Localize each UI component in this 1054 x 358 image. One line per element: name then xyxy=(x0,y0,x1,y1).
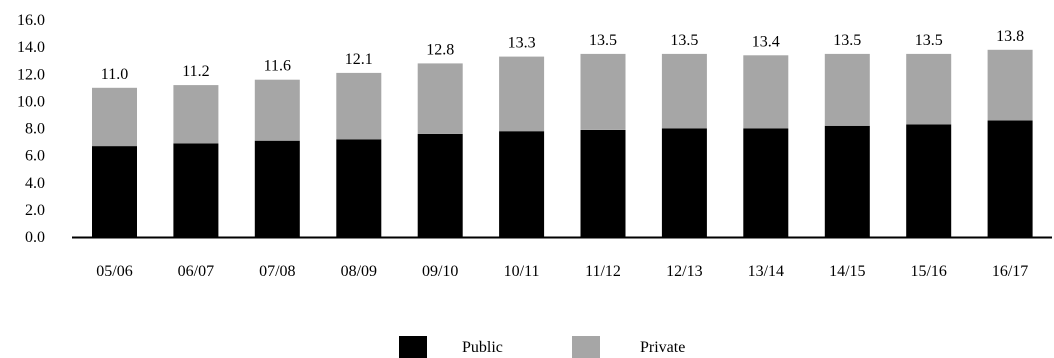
x-tick-label: 09/10 xyxy=(422,263,458,280)
bar-public-05-06 xyxy=(92,146,137,237)
x-tick-label: 12/13 xyxy=(666,263,702,280)
bar-public-10-11 xyxy=(499,131,545,237)
y-tick-label: 2.0 xyxy=(25,202,45,219)
y-tick-label: 16.0 xyxy=(17,12,45,29)
bar-private-14-15 xyxy=(824,53,870,126)
bar-private-11-12 xyxy=(580,53,626,130)
bar-private-09-10 xyxy=(417,63,463,134)
x-tick-label: 06/07 xyxy=(178,263,214,280)
y-axis: 0.0 2.0 4.0 6.0 8.0 10.0 12.0 14.0 16.0 xyxy=(17,12,45,246)
bar-total-label: 12.1 xyxy=(345,51,373,68)
bar-public-16-17 xyxy=(987,120,1033,237)
bar-private-10-11 xyxy=(499,56,545,132)
x-tick-label: 10/11 xyxy=(504,263,540,280)
bar-public-08-09 xyxy=(336,139,382,237)
x-tick-label: 16/17 xyxy=(992,263,1028,280)
y-tick-label: 10.0 xyxy=(17,93,45,110)
x-tick-label: 11/12 xyxy=(585,263,621,280)
x-tick-label: 13/14 xyxy=(748,263,784,280)
bar-private-13-14 xyxy=(743,55,789,129)
bar-private-12-13 xyxy=(661,53,707,129)
x-tick-label: 15/16 xyxy=(910,263,946,280)
bar-total-label: 13.5 xyxy=(915,32,943,49)
legend-label-public: Public xyxy=(462,339,503,356)
bar-total-label: 13.3 xyxy=(508,35,536,52)
bar-total-label: 13.5 xyxy=(833,32,861,49)
x-tick-label: 08/09 xyxy=(341,263,377,280)
bar-private-05-06 xyxy=(92,87,137,147)
bar-public-12-13 xyxy=(661,128,707,237)
bars xyxy=(92,49,1033,237)
bar-total-label: 13.4 xyxy=(752,33,780,50)
bar-public-14-15 xyxy=(824,125,870,237)
bar-total-label: 13.5 xyxy=(589,32,617,49)
bar-total-label: 13.5 xyxy=(670,32,698,49)
bar-public-06-07 xyxy=(173,143,219,237)
y-tick-label: 0.0 xyxy=(25,229,45,246)
bar-public-15-16 xyxy=(906,124,952,237)
bar-total-label: 11.6 xyxy=(264,58,291,75)
y-tick-label: 8.0 xyxy=(25,121,45,138)
bar-public-11-12 xyxy=(580,129,626,237)
x-axis: 05/06 06/07 07/08 08/09 09/10 10/11 11/12 12/13… xyxy=(72,236,1052,280)
bar-private-06-07 xyxy=(173,85,219,144)
bar-public-13-14 xyxy=(743,128,789,237)
bar-private-07-08 xyxy=(254,79,300,141)
legend-label-private: Private xyxy=(640,339,685,356)
legend-swatch-public xyxy=(399,336,427,358)
bar-private-15-16 xyxy=(906,53,952,125)
y-tick-label: 14.0 xyxy=(17,39,45,56)
bar-private-08-09 xyxy=(336,72,382,140)
bar-total-label: 12.8 xyxy=(426,41,454,58)
bar-public-07-08 xyxy=(254,140,300,237)
y-tick-label: 4.0 xyxy=(25,175,45,192)
bar-total-label: 11.0 xyxy=(101,66,128,83)
bar-total-label: 13.8 xyxy=(996,28,1024,45)
bar-total-label: 11.2 xyxy=(182,63,209,80)
bar-public-09-10 xyxy=(417,133,463,237)
total-labels: 11.0 11.2 11.6 12.1 12.8 13.3 13.5 13.5 13.4 13.5… xyxy=(101,28,1024,83)
y-tick-label: 12.0 xyxy=(17,66,45,83)
x-tick-label: 14/15 xyxy=(829,263,865,280)
y-tick-label: 6.0 xyxy=(25,148,45,165)
legend: Public Private xyxy=(399,336,685,358)
x-tick-label: 07/08 xyxy=(259,263,295,280)
x-tick-label: 05/06 xyxy=(96,263,132,280)
legend-swatch-private xyxy=(572,336,600,358)
bar-private-16-17 xyxy=(987,49,1033,121)
